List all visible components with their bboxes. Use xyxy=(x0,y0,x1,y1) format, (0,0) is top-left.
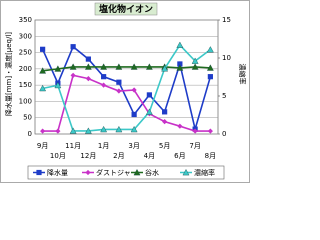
marker xyxy=(131,111,137,118)
marker xyxy=(54,65,62,72)
y-tick-label: 50 xyxy=(23,114,32,122)
marker xyxy=(100,125,108,133)
y2-tick-label: 0 xyxy=(222,130,226,138)
y-tick-label: 250 xyxy=(19,49,32,57)
series-line xyxy=(41,45,212,133)
x-tick-label: 6月 xyxy=(174,152,185,160)
legend-label: ダストジャー xyxy=(96,168,138,177)
x-tick-label: 10月 xyxy=(50,152,66,160)
marker xyxy=(85,56,91,62)
chart-title: 塩化物イオン xyxy=(99,3,153,15)
chart: 塩化物イオン 降水量[mm]・濃度[μeq/l] 濃縮率 05010015020… xyxy=(0,0,250,183)
x-tick-label: 3月 xyxy=(128,142,139,150)
marker xyxy=(55,128,61,134)
series-line xyxy=(42,66,211,72)
marker xyxy=(191,57,199,64)
marker xyxy=(191,63,199,70)
y-tick-label: 300 xyxy=(19,32,32,40)
marker xyxy=(192,128,198,134)
marker xyxy=(162,119,168,125)
marker xyxy=(206,46,214,53)
marker xyxy=(70,44,76,50)
x-tick-label: 1月 xyxy=(98,142,109,150)
x-tick-label: 7月 xyxy=(189,142,200,150)
x-tick-label: 5月 xyxy=(159,142,170,150)
marker xyxy=(116,79,122,85)
marker xyxy=(84,63,92,70)
marker xyxy=(69,63,77,70)
marker xyxy=(40,128,46,134)
series-line xyxy=(42,74,211,132)
marker xyxy=(161,65,169,72)
marker xyxy=(207,128,213,134)
marker xyxy=(145,108,153,115)
marker xyxy=(69,127,77,134)
marker xyxy=(116,88,122,94)
y-tick-label: 0 xyxy=(28,130,32,138)
marker xyxy=(176,41,184,48)
legend-label: 濃縮率 xyxy=(194,168,215,177)
marker xyxy=(130,63,138,70)
marker xyxy=(177,123,183,129)
marker xyxy=(101,74,107,80)
marker xyxy=(36,169,42,176)
marker xyxy=(207,74,213,80)
y2-tick-label: 10 xyxy=(222,54,231,62)
marker xyxy=(176,64,184,71)
marker xyxy=(40,46,46,52)
marker xyxy=(133,168,141,176)
marker xyxy=(162,109,168,115)
marker xyxy=(146,92,152,98)
y2-tick-label: 15 xyxy=(222,16,231,24)
y-tick-label: 350 xyxy=(19,16,32,24)
marker xyxy=(101,82,107,88)
marker xyxy=(39,84,47,92)
marker xyxy=(145,63,153,70)
x-tick-label: 11月 xyxy=(65,142,81,150)
marker xyxy=(115,125,123,133)
y-tick-label: 200 xyxy=(19,65,32,73)
x-tick-label: 12月 xyxy=(80,152,96,160)
y-axis-label: 降水量[mm]・濃度[μeq/l] xyxy=(4,32,13,116)
legend-box xyxy=(27,165,225,180)
x-tick-label: 9月 xyxy=(37,142,48,150)
legend-label: 降水量 xyxy=(47,168,68,177)
y-tick-label: 100 xyxy=(19,97,32,105)
x-tick-label: 4月 xyxy=(144,152,155,160)
y2-axis-label: 濃縮率 xyxy=(238,64,247,85)
marker xyxy=(70,72,76,78)
marker xyxy=(177,61,183,67)
y2-tick-label: 5 xyxy=(222,92,226,100)
legend-label: 谷水 xyxy=(145,168,159,177)
marker xyxy=(54,81,62,89)
marker xyxy=(115,63,123,70)
marker xyxy=(39,67,47,74)
title-box xyxy=(94,2,158,16)
marker xyxy=(182,168,190,176)
marker xyxy=(131,87,137,93)
marker xyxy=(100,63,108,70)
marker xyxy=(206,64,214,71)
marker xyxy=(85,169,91,176)
x-tick-label: 8月 xyxy=(205,152,216,160)
marker xyxy=(85,76,91,82)
x-tick-label: 2月 xyxy=(113,152,124,160)
y-tick-label: 150 xyxy=(19,81,32,89)
marker xyxy=(84,127,92,134)
marker xyxy=(130,125,138,133)
